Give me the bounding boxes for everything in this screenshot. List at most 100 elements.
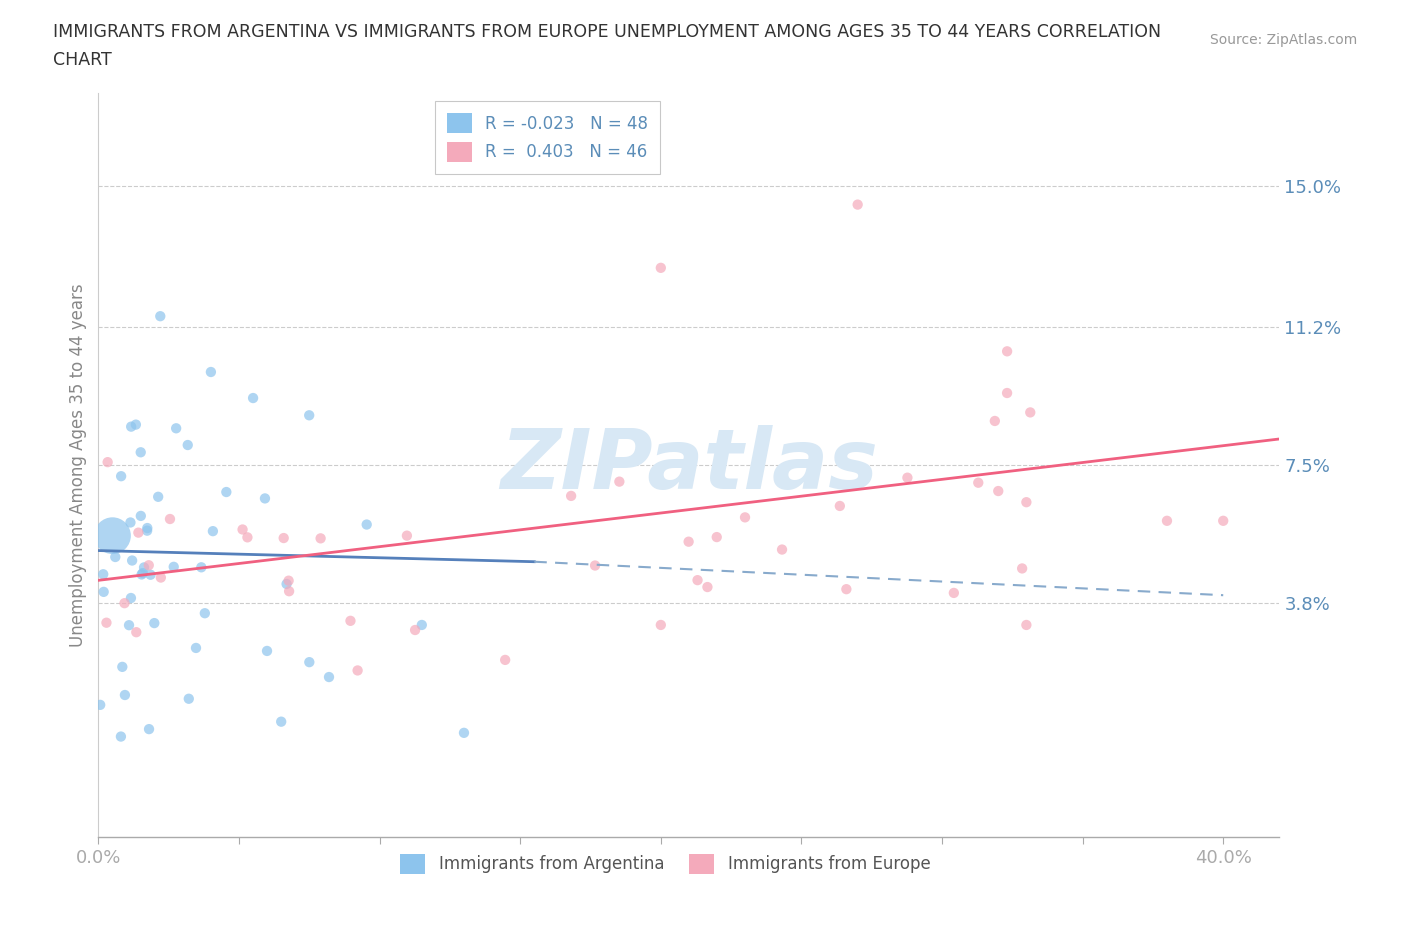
Point (125, 625, 148, 640)
Point (190, 560, 212, 575)
Point (114, 596, 136, 611)
Point (148, 489, 170, 504)
Point (896, 471, 918, 485)
Point (256, 644, 278, 658)
Point (120, 515, 142, 530)
Point (453, 725, 475, 740)
Text: IMMIGRANTS FROM ARGENTINA VS IMMIGRANTS FROM EUROPE UNEMPLOYMENT AMONG AGES 35 T: IMMIGRANTS FROM ARGENTINA VS IMMIGRANTS … (53, 23, 1161, 41)
Point (232, 522, 254, 537)
Point (139, 567, 162, 582)
Point (1015, 618, 1038, 632)
Point (298, 408, 321, 423)
Point (120, 591, 142, 605)
Point (1019, 405, 1042, 419)
Point (560, 488, 582, 503)
Point (242, 391, 264, 405)
Point (339, 614, 361, 629)
Point (609, 474, 631, 489)
Point (984, 414, 1007, 429)
Point (253, 491, 276, 506)
Point (846, 197, 869, 212)
Point (356, 517, 378, 532)
Point (114, 687, 136, 702)
Legend: Immigrants from Argentina, Immigrants from Europe: Immigrants from Argentina, Immigrants fr… (394, 847, 936, 881)
Point (129, 445, 152, 459)
Point (835, 582, 858, 597)
Point (678, 534, 700, 549)
Point (1156, 513, 1178, 528)
Point (96, 616, 118, 631)
Text: CHART: CHART (53, 51, 112, 69)
Point (278, 584, 301, 599)
Point (686, 573, 709, 588)
Point (734, 510, 756, 525)
Point (149, 570, 172, 585)
Point (121, 553, 143, 568)
Point (138, 558, 160, 573)
Point (828, 498, 851, 513)
Point (270, 714, 292, 729)
Point (583, 558, 606, 573)
Point (194, 605, 217, 620)
Point (395, 528, 418, 543)
Point (215, 485, 238, 499)
Point (650, 618, 672, 632)
Point (967, 475, 990, 490)
Point (120, 419, 142, 434)
Point (201, 524, 224, 538)
Point (1212, 513, 1234, 528)
Y-axis label: Unemployment Among Ages 35 to 44 years: Unemployment Among Ages 35 to 44 years (69, 284, 87, 646)
Point (987, 484, 1010, 498)
Point (309, 531, 332, 546)
Point (706, 530, 728, 545)
Point (138, 722, 160, 737)
Text: ZIPatlas: ZIPatlas (501, 424, 877, 506)
Point (118, 618, 141, 632)
Point (184, 641, 207, 656)
Point (136, 521, 159, 536)
Point (110, 469, 132, 484)
Point (942, 586, 965, 601)
Point (995, 386, 1018, 401)
Point (318, 670, 340, 684)
Point (696, 579, 718, 594)
Point (110, 729, 132, 744)
Point (770, 542, 793, 557)
Point (132, 565, 155, 580)
Point (277, 573, 299, 588)
Point (131, 567, 153, 582)
Point (125, 418, 148, 432)
Point (163, 559, 186, 574)
Point (111, 659, 134, 674)
Point (1015, 495, 1038, 510)
Point (143, 616, 166, 631)
Point (995, 344, 1018, 359)
Point (650, 260, 672, 275)
Point (200, 365, 222, 379)
Point (136, 524, 159, 538)
Point (273, 531, 295, 546)
Text: Source: ZipAtlas.com: Source: ZipAtlas.com (1209, 33, 1357, 46)
Point (101, 528, 124, 543)
Point (97, 455, 120, 470)
Point (177, 438, 200, 453)
Point (1011, 561, 1033, 576)
Point (132, 560, 155, 575)
Point (494, 653, 516, 668)
Point (177, 691, 200, 706)
Point (93, 584, 115, 599)
Point (127, 525, 149, 540)
Point (346, 663, 368, 678)
Point (298, 655, 321, 670)
Point (104, 550, 127, 565)
Point (276, 577, 298, 591)
Point (411, 618, 433, 632)
Point (159, 512, 181, 526)
Point (129, 509, 152, 524)
Point (89, 698, 111, 712)
Point (236, 530, 259, 545)
Point (404, 622, 426, 637)
Point (149, 309, 172, 324)
Point (165, 421, 187, 436)
Point (91, 566, 114, 581)
